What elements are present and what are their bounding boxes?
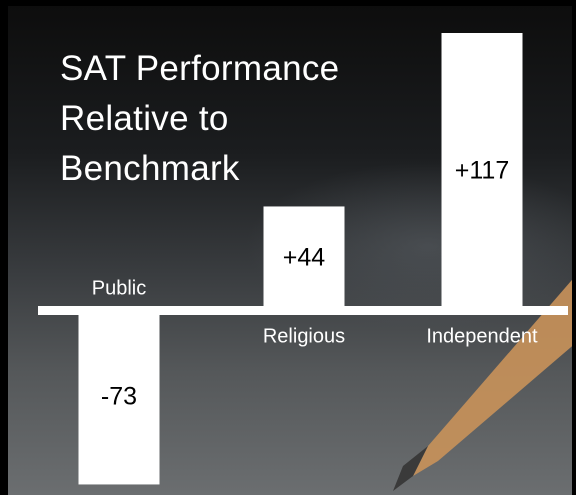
chart-title: SAT Performance Relative to Benchmark [60, 44, 380, 194]
value-label: -73 [101, 382, 137, 410]
category-label: Public [92, 277, 146, 299]
category-label: Religious [263, 325, 345, 347]
chart: -73 Public +44 Religious +117 Independent SAT… [0, 0, 576, 495]
value-label: +44 [283, 243, 326, 271]
value-label: +117 [455, 157, 509, 185]
baseline [38, 306, 568, 315]
category-label: Independent [426, 325, 538, 347]
